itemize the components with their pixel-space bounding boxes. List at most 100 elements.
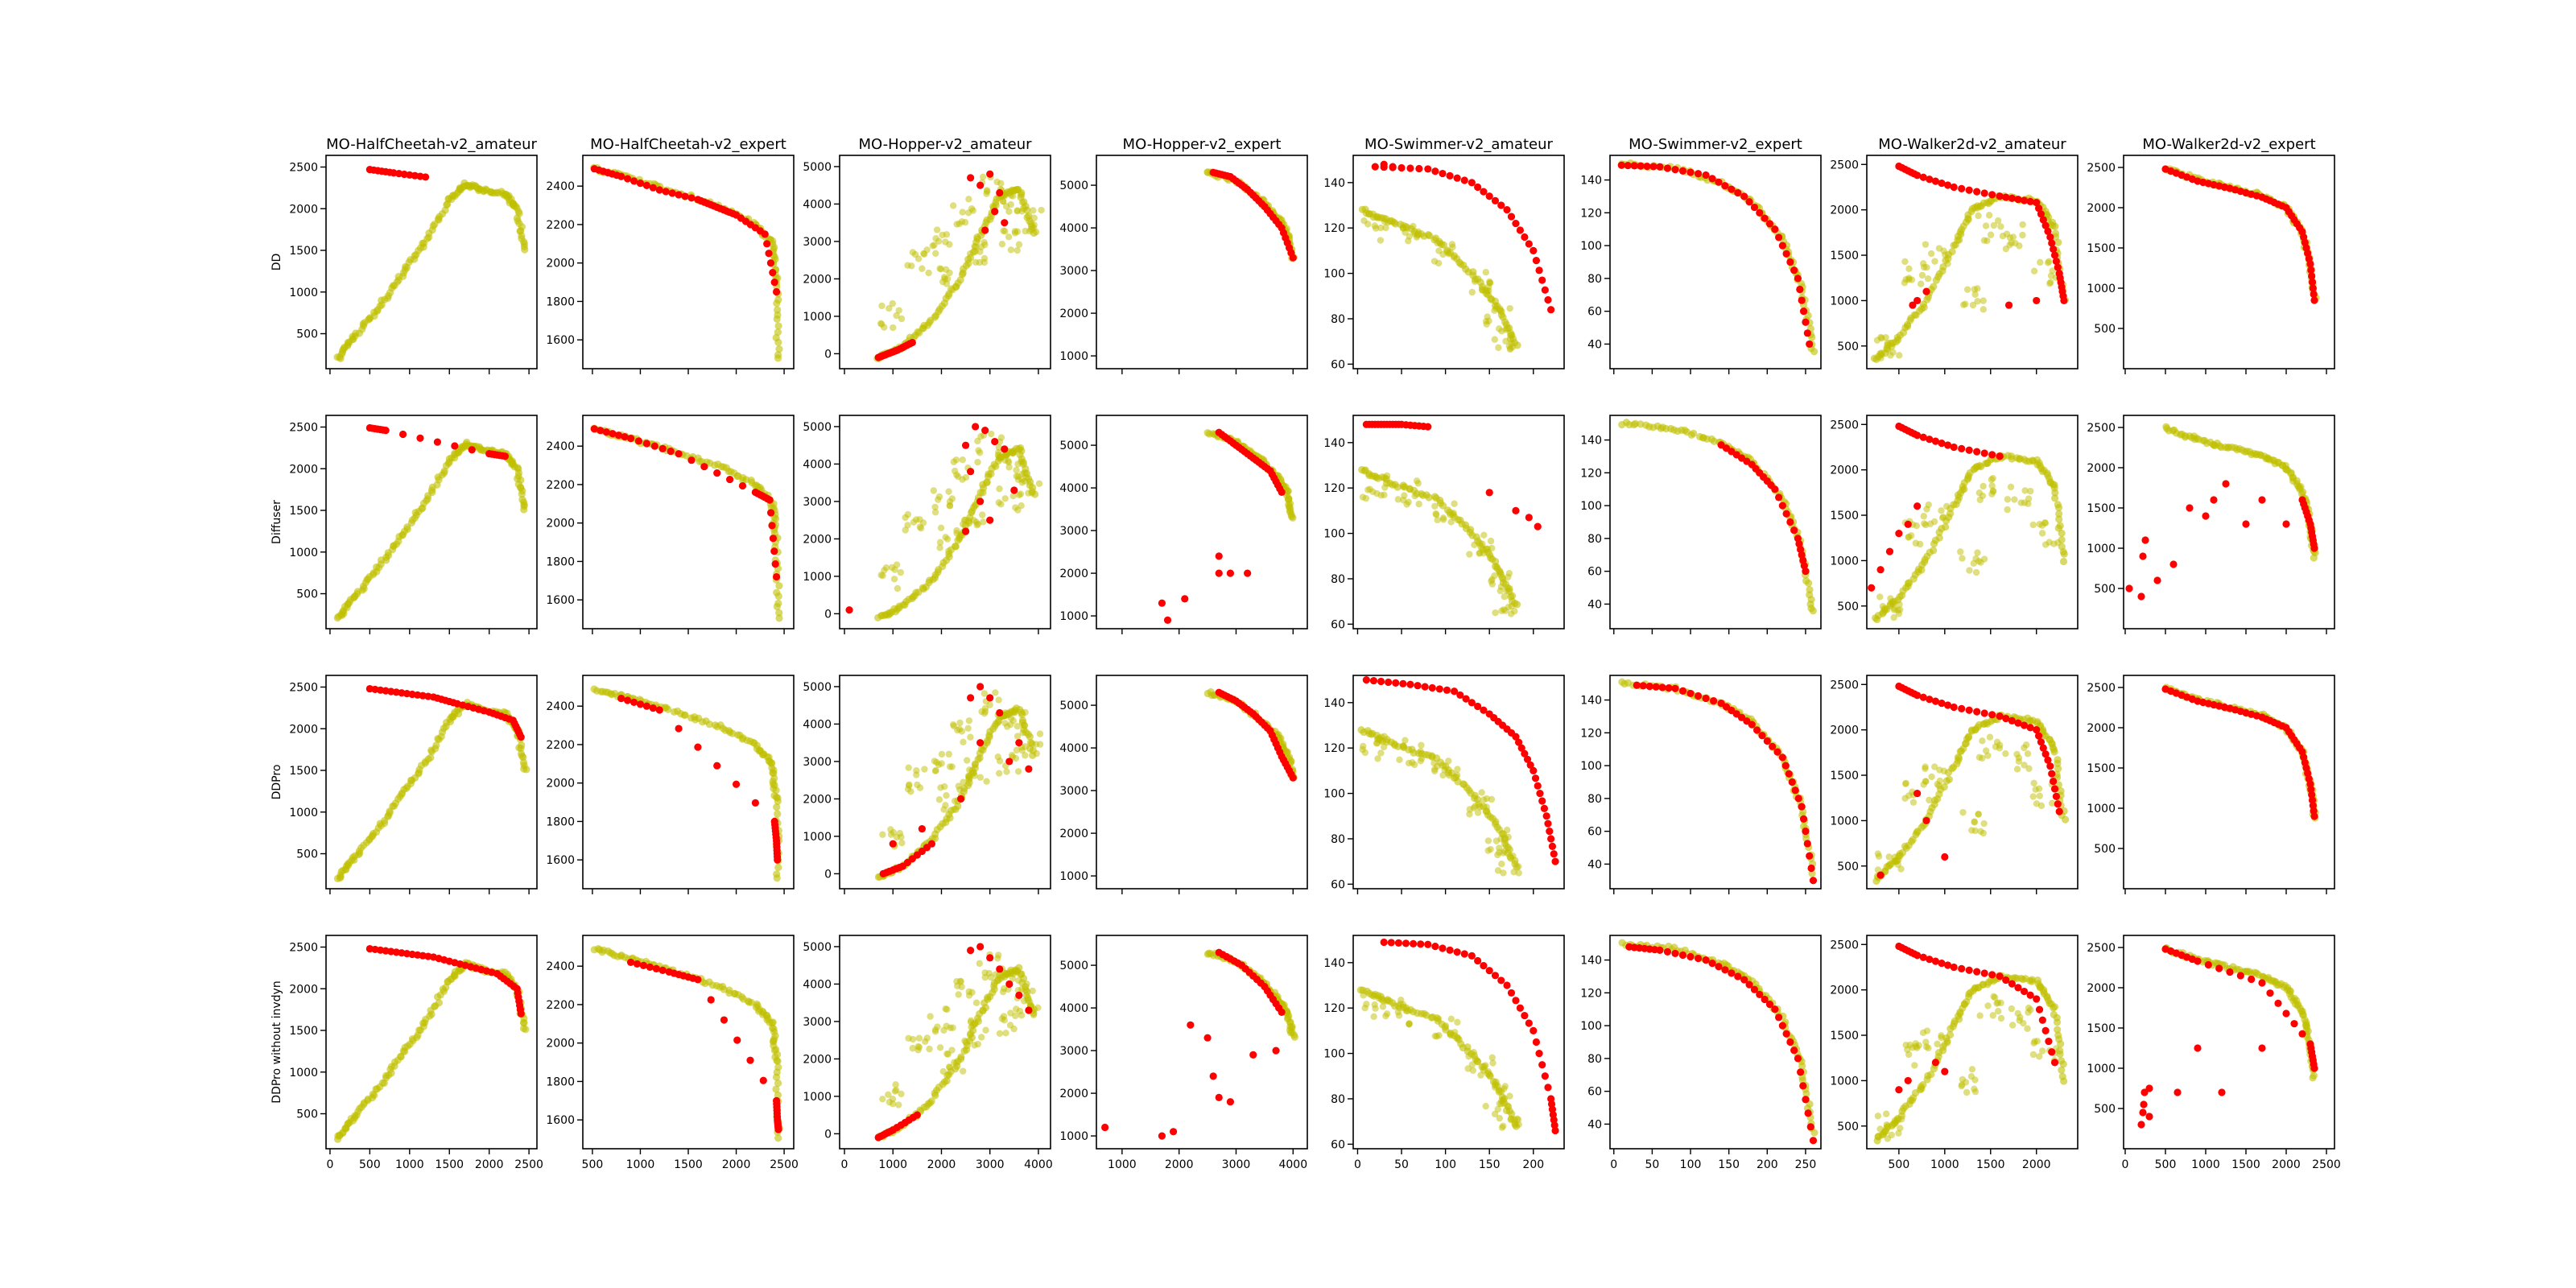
dataset-point [517,745,525,753]
generated-point [981,226,989,234]
dataset-point [2013,766,2021,773]
generated-point [2004,301,2013,309]
y-tick-label: 1600 [546,594,575,607]
dataset-point [1954,753,1963,762]
points [590,424,783,622]
row-label: DDPro [270,765,283,800]
dataset-point [1940,783,1948,791]
dataset-point [2016,242,2023,250]
dataset-point [2029,793,2037,800]
generated-point [1788,778,1796,786]
generated-point [421,173,430,181]
dataset-point [1975,489,1984,497]
y-tick-label: 0 [824,1128,832,1141]
generated-point [636,180,645,188]
row-label: DD [270,254,283,271]
generated-point [2002,193,2010,201]
generated-point [2306,260,2314,268]
generated-point [1443,686,1451,694]
x-tick-label: 1000 [1108,1158,1137,1171]
y-tick-label: 2000 [546,778,575,791]
dataset-point [919,265,926,272]
generated-point [590,425,598,433]
generated-point [1249,1051,1257,1059]
generated-point [1369,676,1378,685]
points [873,170,1045,362]
generated-point [976,739,985,747]
dataset-point [1974,549,1981,556]
y-tick-label: 80 [1587,793,1602,806]
generated-point [1406,680,1414,688]
generated-point [1514,738,1523,746]
dataset-point [976,774,985,781]
y-tick-label: 1600 [546,854,575,867]
dataset-point [960,738,967,746]
generated-point [1526,761,1534,769]
dataset-point [905,764,912,771]
y-tick-label: 5000 [803,421,832,434]
generated-point [1656,163,1664,171]
dataset-point [521,246,529,254]
generated-point [967,946,975,955]
generated-point [1944,701,1952,709]
generated-point [2039,216,2047,224]
y-tick-label: 5000 [1059,700,1088,712]
generated-point [1926,175,1934,184]
dataset-point [2051,494,2059,502]
y-tick-label: 60 [1331,878,1345,891]
dataset-point [1018,502,1025,510]
dataset-point [1000,227,1007,234]
generated-point [1226,569,1235,577]
dataset-point [1930,283,1938,291]
generated-point [1630,162,1638,170]
axes-frame [1866,155,2079,369]
generated-point [1802,318,1810,326]
generated-point [763,240,771,248]
y-tick-label: 4000 [1059,222,1088,235]
dataset-point [1024,996,1032,1005]
dataset-point [1507,345,1514,352]
generated-point [2014,719,2022,727]
dataset-point [1930,518,1938,526]
dataset-point [775,614,783,622]
dataset-point [895,1101,902,1108]
generated-point [1868,584,1876,592]
dataset-point [954,802,962,811]
points [1868,422,2068,624]
dataset-point [921,766,928,773]
generated-point [1807,864,1815,873]
generated-point [2125,584,2133,592]
y-tick-label: 120 [1580,207,1602,220]
dataset-point [1483,320,1490,328]
y-tick-label: 2400 [546,700,575,713]
y-tick-label: 4000 [803,198,832,211]
generated-point [2202,512,2210,520]
dataset-point [995,952,1002,959]
dataset-point [1501,592,1508,601]
dataset-point [982,1026,989,1034]
dataset-point [1379,1003,1387,1010]
generated-point [1790,266,1798,275]
generated-point [1536,789,1544,798]
generated-point [1958,184,1966,192]
generated-point [1694,170,1703,178]
generated-point [2041,221,2050,229]
points [590,944,783,1142]
dataset-point [1982,222,1990,229]
dataset-point [936,539,944,546]
generated-point [1876,566,1885,574]
dataset-point [955,991,962,998]
dataset-point [981,969,989,976]
y-tick-label: 140 [1580,175,1602,188]
generated-point [2044,227,2052,235]
generated-point [1371,163,1379,171]
dataset-point [1972,568,1980,576]
dataset-point [1994,217,2002,225]
generated-point [675,724,683,733]
dataset-point [2030,779,2037,787]
dataset-point [879,831,886,838]
dataset-point [774,1079,782,1088]
y-tick-label: 2500 [1830,679,1859,691]
